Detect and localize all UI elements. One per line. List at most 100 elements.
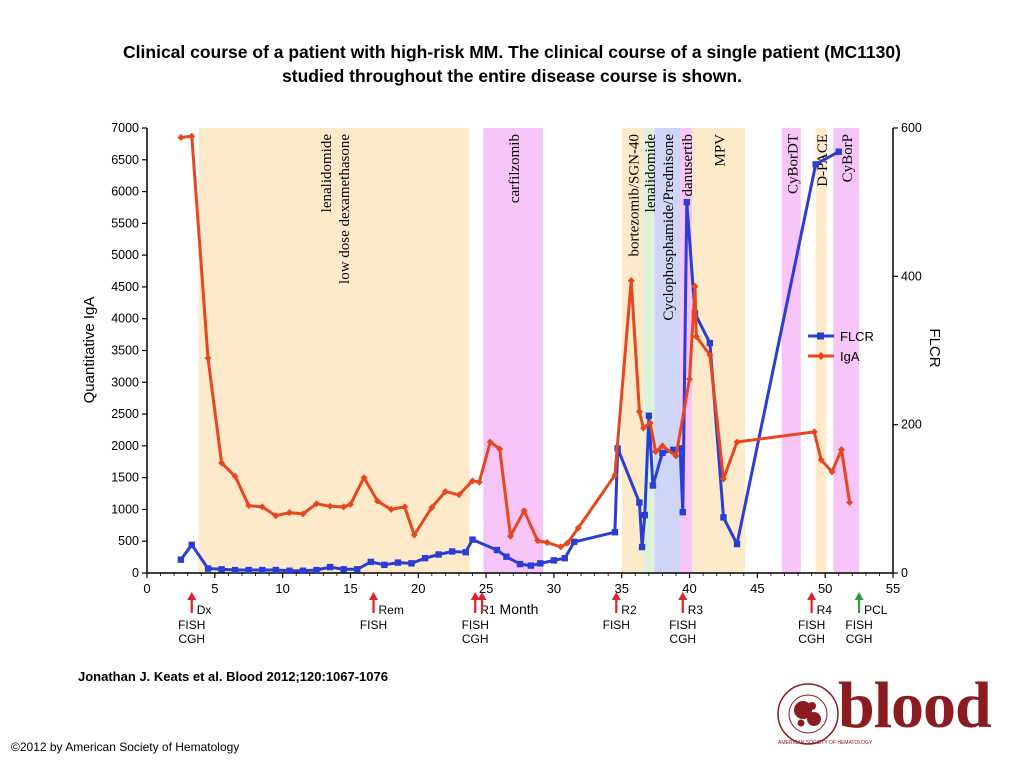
point-IgA [245, 502, 253, 510]
event-arrow-icon-4 [611, 592, 621, 600]
event-label-7: PCL [864, 603, 888, 617]
chart: lenalidomide low dose dexamethasone carfil… [81, 121, 943, 646]
point-IgA [258, 503, 266, 511]
point-IgA [692, 333, 700, 341]
point-IgA [817, 456, 825, 464]
point-FLCR [720, 514, 727, 521]
series-line-IgA [180, 134, 852, 549]
y-tick-left-label: 6000 [111, 185, 139, 199]
point-FLCR [516, 560, 524, 568]
event-arrow-icon-5 [678, 592, 688, 600]
point-FLCR [683, 198, 691, 206]
citation: Jonathan J. Keats et al. Blood 2012;120:… [78, 669, 388, 684]
event-label-0: Dx [197, 603, 212, 617]
point-IgA [652, 448, 660, 456]
point-IgA [846, 498, 854, 506]
point-IgA [507, 532, 515, 540]
treatment-band-0 [198, 128, 470, 573]
point-IgA [428, 504, 436, 512]
y-tick-left-label: 1000 [111, 502, 139, 516]
event-sub-5-1: CGH [669, 632, 696, 646]
figure-title: Clinical course of a patient with high-r… [0, 40, 1024, 88]
point-IgA [557, 543, 565, 551]
point-FLCR [299, 567, 307, 574]
event-sub-4-0: FISH [603, 618, 630, 632]
point-FLCR [435, 551, 442, 558]
legend-label-FLCR: FLCR [840, 329, 874, 344]
point-FLCR [636, 499, 643, 506]
point-FLCR [462, 549, 469, 556]
legend-label-IgA: IgA [840, 349, 860, 364]
point-FLCR [611, 529, 619, 536]
point-FLCR [326, 563, 334, 571]
point-FLCR [537, 560, 544, 567]
x-tick-label: 10 [275, 581, 289, 596]
treatment-band-1 [483, 128, 544, 573]
point-FLCR [272, 566, 280, 574]
point-FLCR [381, 561, 388, 569]
series [177, 132, 854, 574]
event-arrow-icon-7 [854, 592, 864, 600]
figure-title-line-1: Clinical course of a patient with high-r… [123, 42, 901, 62]
point-FLCR [571, 538, 578, 546]
point-IgA [410, 531, 418, 539]
point-FLCR [835, 148, 842, 155]
y-tick-right-label: 400 [901, 269, 922, 283]
point-IgA [188, 132, 196, 140]
point-IgA [387, 505, 395, 513]
treatment-label-7-0: CyBorDT [785, 134, 801, 194]
point-IgA [733, 438, 741, 446]
point-IgA [706, 351, 714, 359]
point-IgA [686, 375, 694, 383]
event-sub-2-1: CGH [462, 632, 489, 646]
point-IgA [627, 277, 635, 285]
point-FLCR [641, 511, 648, 519]
y-tick-left-label: 3500 [111, 344, 139, 358]
point-FLCR [670, 446, 677, 454]
x-tick-label: 35 [614, 581, 628, 596]
point-IgA [340, 503, 348, 511]
point-IgA [611, 471, 619, 479]
point-IgA [563, 539, 571, 547]
event-sub-6-1: CGH [798, 632, 825, 646]
logo-trademark: ™ [980, 684, 988, 693]
point-IgA [204, 354, 212, 362]
event-label-4: R2 [621, 603, 637, 617]
point-FLCR [188, 541, 195, 549]
point-FLCR [812, 161, 819, 168]
event-sub-6-0: FISH [798, 618, 825, 632]
y-tick-left-label: 4500 [111, 280, 139, 294]
y-tick-right-label: 0 [901, 566, 908, 580]
point-IgA [719, 475, 727, 483]
point-FLCR [733, 540, 741, 548]
point-FLCR [550, 557, 558, 564]
point-IgA [272, 512, 280, 520]
point-IgA [469, 477, 477, 485]
point-FLCR [676, 445, 684, 452]
point-IgA [534, 537, 542, 545]
point-FLCR [469, 536, 476, 543]
point-IgA [455, 491, 463, 499]
x-tick-label: 45 [750, 581, 764, 596]
y-tick-left-label: 1500 [111, 471, 139, 485]
y-tick-left-label: 7000 [111, 121, 139, 135]
event-arrow-icon-0 [187, 592, 197, 600]
point-IgA [646, 419, 654, 427]
legend-marker-IgA [817, 352, 825, 360]
point-FLCR [340, 566, 347, 573]
x-tick-label: 40 [682, 581, 696, 596]
y-tick-left-label: 3000 [111, 375, 139, 389]
point-FLCR [503, 553, 510, 560]
event-arrow-icon-2 [470, 592, 480, 600]
point-FLCR [706, 339, 714, 347]
event-arrow-icon-1 [369, 592, 379, 600]
figure-title-line-2: studied throughout the entire disease co… [282, 66, 742, 86]
event-sub-7-0: FISH [845, 618, 872, 632]
point-FLCR [394, 559, 402, 566]
x-tick-label: 20 [411, 581, 425, 596]
legend: FLCR IgA [808, 329, 874, 364]
x-tick-label: 5 [211, 581, 218, 596]
treatment-band-2 [621, 128, 644, 573]
point-FLCR [177, 556, 185, 563]
event-sub-7-1: CGH [846, 632, 873, 646]
